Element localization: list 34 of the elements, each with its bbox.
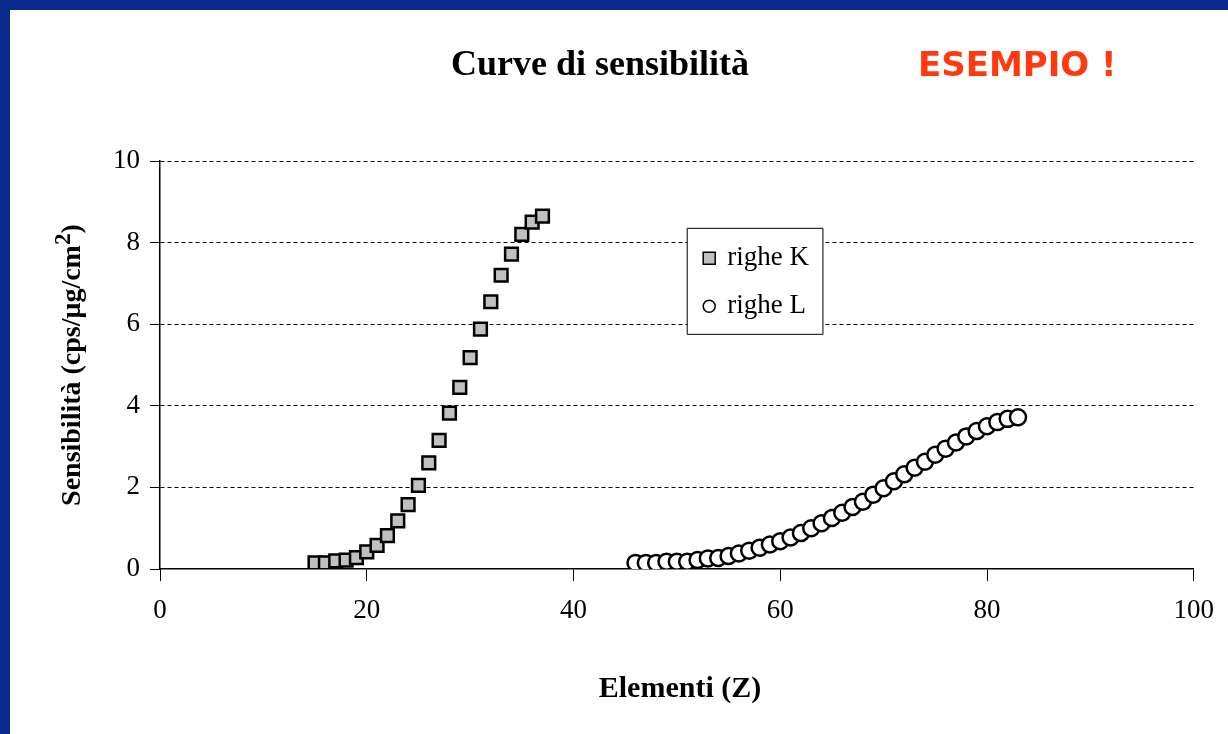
point (400, 496, 416, 513)
point (493, 267, 509, 283)
point (431, 432, 447, 449)
point (390, 513, 406, 529)
point (483, 294, 499, 310)
point (421, 455, 437, 471)
point (462, 350, 478, 366)
point (534, 208, 551, 224)
x-axis-title: Elementi (Z) (597, 670, 763, 704)
x-tick-label: 80 (973, 594, 1001, 625)
point (472, 321, 489, 337)
y-tick-label: 4 (126, 388, 141, 419)
chart-title: Curve di sensibilità (449, 42, 750, 84)
point (514, 226, 530, 243)
point (379, 527, 396, 544)
x-tick-label: 20 (353, 594, 381, 625)
point (452, 379, 468, 396)
x-tick-label: 60 (766, 594, 794, 625)
legend-label: righe K (727, 241, 810, 272)
x-tick-label: 100 (1173, 594, 1214, 625)
y-tick-label: 8 (126, 225, 140, 256)
text: ESEMPIO ! (918, 44, 1117, 84)
point (503, 246, 520, 262)
point (441, 405, 458, 421)
x-tick-label: 0 (153, 594, 167, 625)
y-tick-label: 0 (126, 552, 140, 583)
point (410, 477, 427, 493)
point (369, 537, 385, 553)
y-tick-label: 10 (113, 144, 140, 175)
legend-label: righe L (727, 289, 806, 320)
x-tick-label: 40 (560, 594, 587, 625)
y-tick-label: 2 (126, 470, 140, 501)
point (1008, 407, 1028, 427)
y-tick-label: 6 (126, 307, 140, 338)
